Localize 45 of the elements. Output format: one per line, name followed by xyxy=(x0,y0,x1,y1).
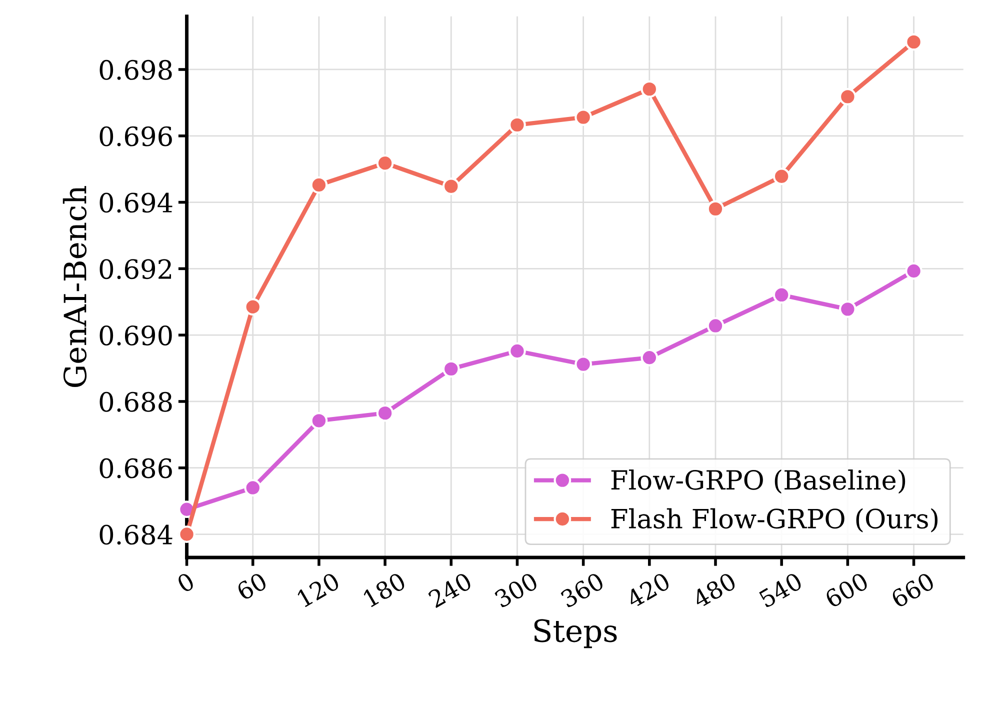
y-tick-label: 0.692 xyxy=(100,259,171,280)
legend-label: Flow-GRPO (Baseline) xyxy=(611,469,906,494)
point xyxy=(574,356,592,373)
x-tick-label: 120 xyxy=(296,572,341,608)
point xyxy=(574,108,592,126)
x-tick-label: 660 xyxy=(890,572,936,608)
y-tick-label: 0.684 xyxy=(100,524,172,545)
point xyxy=(508,116,526,134)
point xyxy=(508,342,526,360)
y-tick-label: 0.690 xyxy=(100,326,172,346)
point xyxy=(905,33,922,51)
point xyxy=(706,317,724,334)
point xyxy=(838,300,856,318)
point xyxy=(442,178,460,196)
y-tick-label: 0.686 xyxy=(100,458,172,478)
x-tick-label: 180 xyxy=(362,572,407,608)
point xyxy=(772,168,790,186)
x-tick-label: 600 xyxy=(824,572,870,608)
point xyxy=(178,526,196,543)
x-tick-label: 300 xyxy=(494,572,539,608)
x-tick-label: 60 xyxy=(236,572,268,601)
x-tick-label: 480 xyxy=(691,572,738,609)
y-tick-label: 0.694 xyxy=(100,192,172,213)
x-tick-label: 240 xyxy=(428,572,473,608)
y-tick-label: 0.688 xyxy=(100,392,172,412)
point xyxy=(640,348,658,366)
x-tick-label: 420 xyxy=(625,572,671,609)
y-tick-label: 0.698 xyxy=(100,60,172,80)
point xyxy=(310,412,328,430)
point xyxy=(838,88,856,106)
x-tick-label: 0 xyxy=(176,572,196,594)
point xyxy=(905,262,922,280)
x-tick-label: 540 xyxy=(758,572,804,608)
y-axis-title: GenAI-Bench xyxy=(62,186,87,388)
x-axis-title: Steps xyxy=(534,619,617,648)
point xyxy=(442,360,460,378)
point xyxy=(376,404,394,422)
y-tick-label: 0.696 xyxy=(100,126,172,146)
x-tick-label: 360 xyxy=(560,572,605,608)
point xyxy=(244,479,262,496)
point xyxy=(706,200,724,218)
point xyxy=(376,154,394,172)
point xyxy=(772,286,790,304)
point xyxy=(310,176,328,194)
legend-label: Flash Flow-GRPO (Ours) xyxy=(611,508,938,532)
